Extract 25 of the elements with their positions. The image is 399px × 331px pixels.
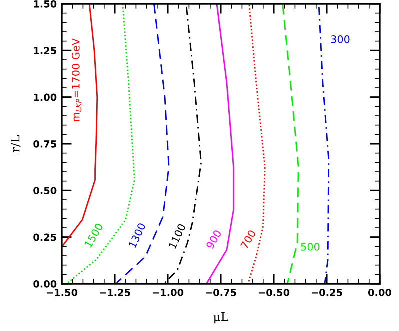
line-series [282, 4, 300, 284]
series-label: 500 [301, 243, 320, 251]
x-tick-label: −1.00 [152, 289, 184, 296]
x-tick-label: −0.50 [258, 289, 290, 296]
text: 1100 [168, 224, 186, 250]
x-tick-label: −1.50 [46, 289, 78, 296]
y-tick-label: 0.00 [34, 280, 57, 288]
x-tick-label: 0.00 [368, 289, 392, 296]
y-axis-title: r/L [10, 136, 21, 152]
y-tick-label: 0.75 [34, 140, 56, 148]
x-axis-title: μL [214, 312, 228, 324]
line-series [206, 4, 234, 284]
series-label: 300 [331, 36, 350, 44]
text: m$_{LKP}$=1700 GeV [72, 38, 82, 122]
x-tick-label: −0.25 [312, 289, 342, 296]
line-series [318, 6, 330, 284]
x-tick-label: −0.75 [206, 289, 236, 296]
y-tick-label: 1.50 [34, 0, 57, 8]
text: 1300 [128, 222, 146, 248]
y-tick-label: 0.25 [34, 234, 56, 242]
x-tick-label: −1.25 [100, 289, 130, 296]
y-tick-label: 1.25 [34, 47, 56, 54]
y-tick-label: 0.50 [34, 187, 57, 194]
y-tick-label: 1.00 [34, 94, 57, 102]
line-series [116, 4, 170, 284]
